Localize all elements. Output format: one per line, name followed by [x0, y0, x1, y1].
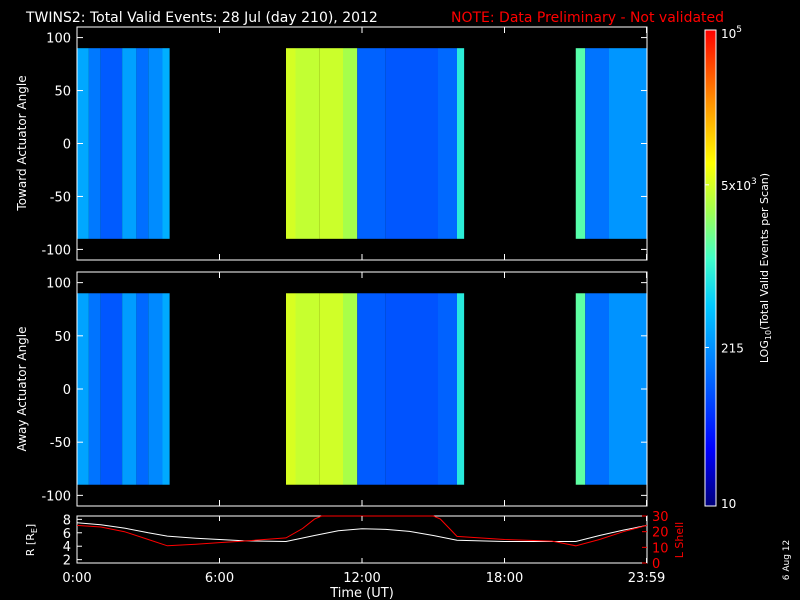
toward-cell-14: [457, 48, 465, 239]
away-ytick-label: -100: [41, 489, 71, 504]
ephemeris-frame: [76, 515, 648, 564]
colorbar-label: LOG10(Total Valid Events per Scan): [758, 173, 773, 363]
r-tick-label: 8: [63, 513, 71, 528]
lshell-line: [76, 515, 648, 547]
toward-cell-3: [122, 48, 137, 239]
away-cell-8: [295, 293, 320, 485]
away-cell-12: [385, 293, 438, 485]
away-cell-17: [609, 293, 647, 485]
away-cell-2: [100, 293, 123, 485]
away-cell-15: [575, 293, 586, 485]
toward-cell-5: [148, 48, 163, 239]
heatmap-panel-away: 100 50 0 -50 -100 Away Actuator Angle: [15, 271, 648, 507]
toward-cell-16: [585, 48, 609, 239]
colorbar-gradient: [704, 29, 717, 507]
lshell-tick-label: 30: [652, 510, 669, 525]
time-tick-label: 0:00: [62, 571, 91, 586]
time-tick-label: 23:59: [628, 571, 665, 586]
away-cell-6: [162, 293, 170, 485]
away-cell-3: [122, 293, 137, 485]
r-tick-label: 4: [63, 540, 71, 555]
heatmap-panel-toward: 100 50 0 -50 -100 Toward Actuator Angle: [15, 26, 648, 261]
away-ytick-label: 100: [46, 277, 71, 292]
colorbar-tick-label: 10: [721, 497, 736, 511]
away-ytick-label: 50: [54, 330, 71, 345]
r-tick-label: 2: [63, 554, 71, 569]
toward-cell-13: [438, 48, 457, 239]
toward-cell-9: [319, 48, 343, 239]
time-tick-label: 6:00: [205, 571, 234, 586]
time-tick-label: 18:00: [486, 571, 523, 586]
y-axis-label-away: Away Actuator Angle: [15, 326, 29, 451]
side-date: 6 Aug 12: [782, 540, 792, 580]
lshell-tick-label: 0: [652, 557, 660, 572]
toward-ytick-label: 0: [63, 138, 71, 153]
away-cell-13: [438, 293, 457, 485]
chart-title: TWINS2: Total Valid Events: 28 Jul (day …: [25, 10, 378, 26]
away-cell-10: [343, 293, 358, 485]
toward-ytick-label: 100: [46, 32, 71, 47]
toward-cell-1: [88, 48, 101, 239]
toward-cell-17: [609, 48, 647, 239]
lshell-tick-label: 20: [652, 526, 669, 541]
toward-cell-7: [286, 48, 296, 239]
toward-cell-12: [385, 48, 438, 239]
away-ytick-label: 0: [63, 383, 71, 398]
toward-cell-6: [162, 48, 170, 239]
toward-cell-15: [575, 48, 586, 239]
toward-cell-10: [343, 48, 358, 239]
toward-cell-8: [295, 48, 320, 239]
time-tick-label: 12:00: [343, 571, 380, 586]
toward-ytick-label: 50: [54, 85, 71, 100]
toward-cell-11: [357, 48, 386, 239]
away-ytick-label: -50: [50, 436, 71, 451]
data-note: NOTE: Data Preliminary - Not validated: [451, 10, 724, 26]
x-axis-label: Time (UT): [329, 586, 394, 600]
away-cell-4: [136, 293, 149, 485]
away-cell-16: [585, 293, 609, 485]
away-cell-7: [286, 293, 296, 485]
colorbar-tick-label: 5x103: [721, 177, 757, 193]
r-distance-line: [76, 522, 648, 543]
away-cell-14: [457, 293, 465, 485]
colorbar: 105 5x103 215 10 LOG10(Total Valid Events p…: [704, 25, 773, 511]
y-axis-label-toward: Toward Actuator Angle: [15, 75, 29, 211]
r-axis-label: R [RE]: [24, 524, 39, 556]
colorbar-tick-label: 105: [721, 25, 742, 41]
toward-cell-2: [100, 48, 123, 239]
away-cell-5: [148, 293, 163, 485]
away-cell-1: [88, 293, 101, 485]
lshell-tick-label: 10: [652, 541, 669, 556]
lshell-axis-label: L Shell: [673, 522, 686, 558]
r-tick-label: 6: [63, 527, 71, 542]
toward-ytick-label: -50: [50, 190, 71, 205]
away-cell-9: [319, 293, 343, 485]
toward-cell-4: [136, 48, 149, 239]
colorbar-tick-label: 215: [721, 341, 744, 355]
away-cell-11: [357, 293, 386, 485]
toward-ytick-label: -100: [41, 243, 71, 258]
